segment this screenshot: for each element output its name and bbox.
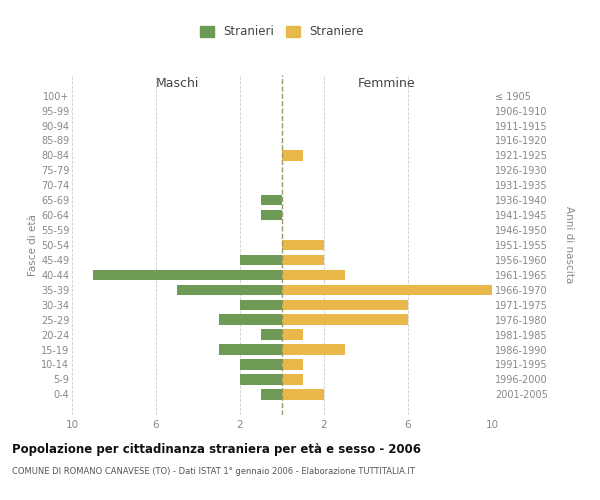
Text: COMUNE DI ROMANO CANAVESE (TO) - Dati ISTAT 1° gennaio 2006 - Elaborazione TUTTI: COMUNE DI ROMANO CANAVESE (TO) - Dati IS… [12, 468, 415, 476]
Y-axis label: Anni di nascita: Anni di nascita [565, 206, 574, 284]
Bar [282, 344, 345, 354]
Text: Popolazione per cittadinanza straniera per età e sesso - 2006: Popolazione per cittadinanza straniera p… [12, 442, 421, 456]
Y-axis label: Fasce di età: Fasce di età [28, 214, 38, 276]
Bar [282, 284, 492, 295]
Bar [282, 240, 324, 250]
Bar [282, 330, 303, 340]
Bar [261, 330, 282, 340]
Bar [219, 314, 282, 325]
Bar [177, 284, 282, 295]
Bar [261, 389, 282, 400]
Bar [282, 254, 324, 265]
Bar [282, 374, 303, 384]
Bar [282, 150, 303, 160]
Text: Femmine: Femmine [358, 77, 416, 90]
Text: Maschi: Maschi [155, 77, 199, 90]
Bar [282, 314, 408, 325]
Bar [240, 359, 282, 370]
Bar [282, 389, 324, 400]
Bar [240, 374, 282, 384]
Bar [282, 300, 408, 310]
Bar [219, 344, 282, 354]
Bar [261, 195, 282, 205]
Bar [261, 210, 282, 220]
Bar [240, 300, 282, 310]
Bar [282, 359, 303, 370]
Legend: Stranieri, Straniere: Stranieri, Straniere [196, 22, 368, 42]
Bar [240, 254, 282, 265]
Bar [93, 270, 282, 280]
Bar [282, 270, 345, 280]
